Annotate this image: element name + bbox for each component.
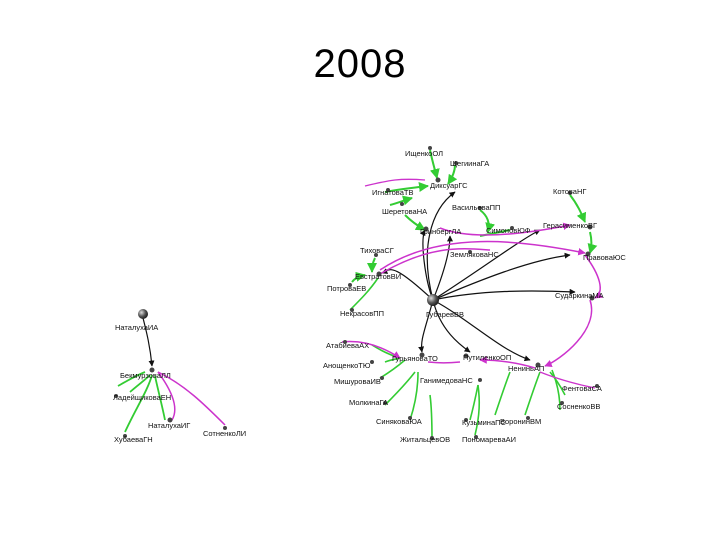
- label-ganimedova: ГанимедоваНС: [420, 376, 473, 385]
- label-pravova: ПравоваЮС: [583, 253, 626, 262]
- label-gerasimenko: ГерасименкоВГ: [543, 221, 597, 230]
- label-sinyakova: СиняковаЮА: [376, 417, 422, 426]
- label-potrova: ПотроваЕВ: [327, 284, 366, 293]
- label-vasilieva: ВасильеваПП: [452, 203, 500, 212]
- label-evstratova: ЕвстратовВИ: [355, 272, 401, 281]
- label-ladeishchikova: ЛадейщиковаЕН: [113, 393, 171, 402]
- label-sudarkina: СударкинаМА: [555, 291, 604, 300]
- label-guryanova: ГурьяноваТО: [392, 354, 438, 363]
- label-zhitaltsev: ЖитальцевОВ: [400, 435, 450, 444]
- label-ishchenko: ИщенкоОЛ: [405, 149, 443, 158]
- label-ponomareva: ПономареваАИ: [462, 435, 516, 444]
- label-natalukha-ig: НаталухаИГ: [148, 421, 190, 430]
- label-bekmurzova: БекмурзоваЛЛ: [120, 371, 171, 380]
- label-voronin: ВоронинВМ: [500, 417, 541, 426]
- hub-node: [427, 294, 439, 306]
- slide-title: 2008: [313, 42, 407, 86]
- label-sotnenko: СотненкоЛИ: [203, 429, 246, 438]
- label-nenikh: НениньАП: [508, 364, 544, 373]
- label-putilenko: ПутиленкоОП: [463, 353, 511, 362]
- label-sheretova: ШеретоваНА: [382, 207, 427, 216]
- label-tikhova: ТиховаСГ: [360, 246, 394, 255]
- node-labels: ИщенкоОЛ ЩегиинаГА ДиксуарГС ИгнатоваТВ …: [113, 149, 626, 444]
- label-khubaeva: ХубаеваГН: [114, 435, 153, 444]
- label-diksuar: ДиксуарГС: [430, 181, 468, 190]
- label-anoshchenko: АнощенкоТЮ: [323, 361, 371, 370]
- label-kotova: КотоваНГ: [553, 187, 586, 196]
- label-simonov: СимоновЮФ: [486, 226, 531, 235]
- label-kuzmina: КузьминаПС: [462, 418, 507, 427]
- label-nekrasov: НекрасовПП: [340, 309, 384, 318]
- edges-right-cluster: [341, 149, 603, 441]
- label-fentova: ФентоваСА: [562, 384, 602, 393]
- label-grinberg: ГринбергЛА: [420, 227, 461, 236]
- label-mishurova: МишуроваИВ: [334, 377, 381, 386]
- label-gubarev: ГубаревВВ: [426, 310, 464, 319]
- label-sosnenko: СосненкоВВ: [557, 402, 600, 411]
- left-root-node: [138, 309, 148, 319]
- label-atabieva: АтабиеваАХ: [326, 341, 369, 350]
- node-markers: [114, 146, 599, 440]
- label-ignatova: ИгнатоваТВ: [372, 188, 413, 197]
- label-natalukha-ia: НаталухаИА: [115, 323, 158, 332]
- label-zemlyakova: ЗемляковаНС: [450, 250, 499, 259]
- label-shchigin: ЩегиинаГА: [450, 159, 489, 168]
- label-molkina: МолкинаГА: [349, 398, 388, 407]
- edges-left-cluster: [117, 317, 226, 433]
